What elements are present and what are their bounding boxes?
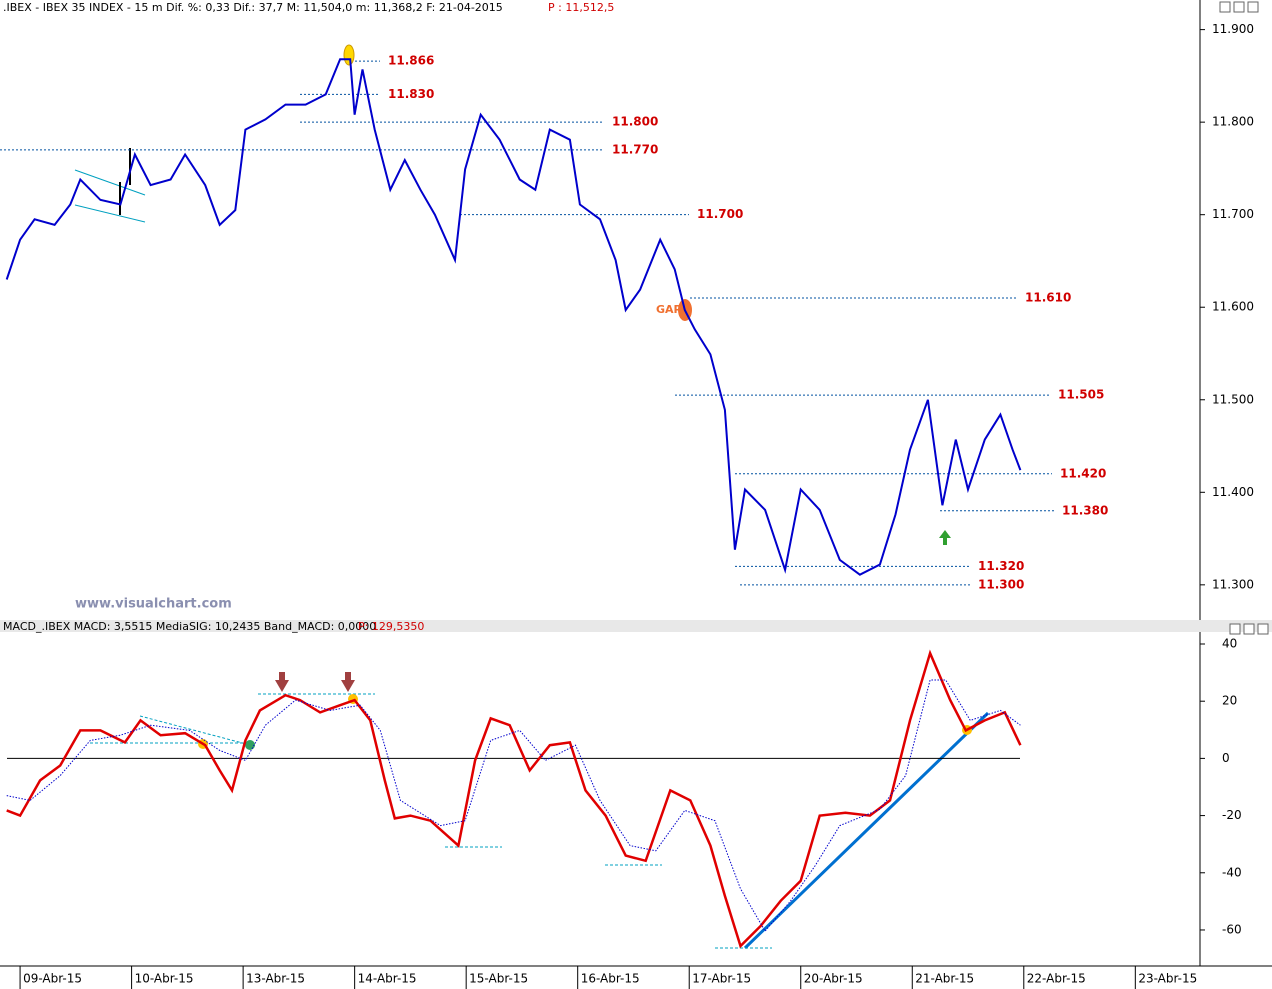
close-button[interactable] (1247, 1, 1259, 13)
series-line (6, 649, 1022, 949)
level-label: 11.300 (978, 577, 1024, 591)
close-button[interactable] (1257, 623, 1269, 635)
gap-label: GAP (656, 303, 682, 316)
panel-separator (0, 620, 1272, 632)
x-tick-label: 20-Abr-15 (804, 972, 863, 986)
y-tick-label: 20 (1222, 694, 1237, 708)
y-tick-label: 11.600 (1212, 300, 1254, 314)
minimize-button[interactable] (1229, 623, 1241, 635)
down-arrow (341, 672, 355, 692)
signal-dot (245, 740, 255, 750)
macd-last: P: 129,5350 (358, 620, 424, 633)
x-tick-label: 13-Abr-15 (246, 972, 305, 986)
level-label: 11.770 (612, 142, 658, 156)
level-label: 11.320 (978, 559, 1024, 573)
trend-line (139, 715, 251, 746)
y-tick-label: -20 (1222, 808, 1242, 822)
series-line (6, 679, 1021, 932)
down-arrow (275, 672, 289, 692)
y-tick-label: 11.300 (1212, 577, 1254, 591)
x-tick-label: 21-Abr-15 (915, 972, 974, 986)
maximize-button[interactable] (1243, 623, 1255, 635)
channel-line (74, 169, 146, 196)
highlight (343, 44, 355, 66)
maximize-button[interactable] (1233, 1, 1245, 13)
x-tick-label: 10-Abr-15 (135, 972, 194, 986)
macd-title: MACD_.IBEX MACD: 3,5515 MediaSIG: 10,243… (3, 620, 376, 633)
level-label: 11.830 (388, 87, 434, 101)
series-line (5, 58, 1022, 576)
y-tick-label: 11.800 (1212, 115, 1254, 129)
level-label: 11.800 (612, 115, 658, 129)
level-label: 11.420 (1060, 466, 1106, 480)
level-label: 11.610 (1025, 290, 1071, 304)
y-tick-label: -40 (1222, 865, 1242, 879)
x-tick-label: 23-Abr-15 (1138, 972, 1197, 986)
level-label: 11.505 (1058, 388, 1104, 402)
channel-line (74, 204, 146, 223)
trend-line (743, 711, 990, 950)
level-label: 11.866 (388, 54, 434, 68)
watermark: www.visualchart.com (75, 597, 232, 612)
x-tick-label: 14-Abr-15 (358, 972, 417, 986)
y-tick-label: 11.700 (1212, 207, 1254, 221)
x-tick-label: 09-Abr-15 (23, 972, 82, 986)
y-tick-label: 40 (1222, 637, 1237, 651)
y-tick-label: 11.900 (1212, 22, 1254, 36)
y-tick-label: 11.500 (1212, 392, 1254, 406)
x-tick-label: 16-Abr-15 (581, 972, 640, 986)
level-label: 11.700 (697, 207, 743, 221)
up-arrow (939, 530, 951, 545)
x-tick-label: 17-Abr-15 (692, 972, 751, 986)
x-tick-label: 15-Abr-15 (469, 972, 528, 986)
minimize-button[interactable] (1219, 1, 1231, 13)
x-tick-label: 22-Abr-15 (1027, 972, 1086, 986)
chart-title: .IBEX - IBEX 35 INDEX - 15 m Dif. %: 0,3… (3, 1, 503, 14)
window-buttons (1219, 1, 1269, 635)
y-tick-label: 11.400 (1212, 485, 1254, 499)
last-price: P : 11,512,5 (548, 1, 614, 14)
y-tick-label: -60 (1222, 922, 1242, 936)
y-tick-label: 0 (1222, 751, 1230, 765)
level-label: 11.380 (1062, 503, 1108, 517)
